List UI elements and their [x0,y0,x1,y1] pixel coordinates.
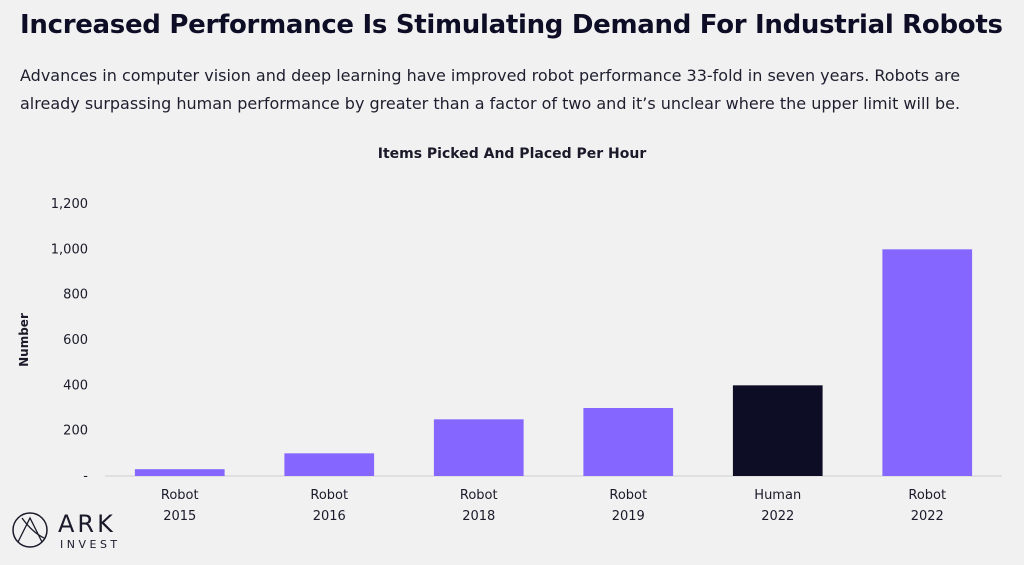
page-title: Increased Performance Is Stimulating Dem… [20,10,1003,40]
bar [284,453,375,476]
y-tick-label: 600 [63,333,88,348]
y-tick-label: 400 [63,378,88,393]
bar [583,408,674,476]
page-subtitle: Advances in computer vision and deep lea… [20,66,961,113]
ark-logo-icon [12,512,48,548]
bar [732,385,823,476]
x-tick-year: 2022 [911,509,944,524]
y-tick-label: 200 [63,424,88,439]
logo-subtext: INVEST [60,538,121,551]
y-tick-label: 1,000 [51,242,88,257]
x-tick-label: Robot [310,488,348,503]
y-axis-label: Number [17,313,31,367]
x-tick-year: 2018 [462,509,495,524]
bar [134,469,225,476]
x-tick-label: Robot [609,488,647,503]
chart-title: Items Picked And Placed Per Hour [377,146,647,162]
ark-invest-logo: ARK INVEST [10,510,160,555]
y-tick-label: - [83,469,88,484]
y-tick-label: 1,200 [51,197,88,212]
x-tick-label: Robot [460,488,498,503]
x-tick-year: 2019 [612,509,645,524]
x-tick-year: 2016 [313,509,346,524]
y-tick-label: 800 [63,288,88,303]
bar [882,249,973,476]
x-tick-label: Robot [908,488,946,503]
bar [433,419,524,476]
x-tick-year: 2015 [163,509,196,524]
x-tick-label: Robot [161,488,199,503]
x-tick-label: Human [754,488,801,503]
x-tick-year: 2022 [761,509,794,524]
logo-name: ARK [58,510,116,538]
